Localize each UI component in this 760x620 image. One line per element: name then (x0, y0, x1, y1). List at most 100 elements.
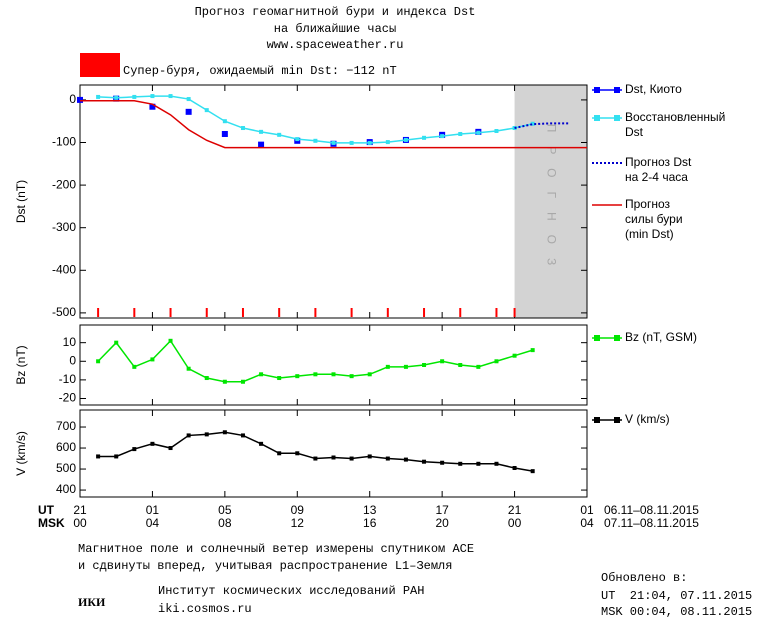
data-point (530, 348, 535, 353)
data-point (385, 140, 390, 145)
footer-note: Магнитное поле и солнечный ветер измерен… (78, 542, 474, 556)
data-point (114, 95, 119, 100)
data-point (185, 108, 192, 115)
data-point (222, 430, 227, 435)
data-point (259, 129, 264, 134)
data-point (458, 363, 463, 367)
data-point (204, 376, 209, 381)
banner-text: Супер-буря, ожидаемый min Dst: −112 nT (123, 64, 397, 78)
data-point (277, 451, 282, 456)
x-tick-label: 13 (363, 503, 377, 517)
data-point (186, 97, 191, 102)
x-tick-label: 17 (435, 503, 449, 517)
data-point (530, 121, 535, 126)
data-point (114, 454, 119, 459)
y-axis-label: Dst (nT) (14, 180, 28, 223)
legend-marker (614, 335, 620, 341)
title-line: на ближайшие часы (274, 22, 396, 36)
y-tick-label: 400 (56, 482, 76, 496)
legend-marker (594, 87, 600, 93)
x-tick-label: 12 (291, 516, 305, 530)
data-point (331, 140, 336, 145)
panel-frame (79, 84, 588, 319)
data-point (132, 447, 137, 452)
data-point (96, 454, 101, 459)
updated-msk: MSK 00:04, 08.11.2015 (601, 605, 752, 619)
data-point (331, 372, 336, 377)
data-point (222, 379, 227, 384)
data-point (512, 353, 517, 358)
data-point (277, 376, 282, 381)
data-point (440, 359, 445, 364)
y-tick-label: -400 (52, 262, 76, 276)
data-point (440, 460, 445, 465)
data-point (385, 456, 390, 461)
x-range-label: 07.11–08.11.2015 (604, 516, 699, 530)
data-point (385, 364, 390, 369)
x-tick-label: 20 (435, 516, 449, 530)
data-point (240, 379, 245, 384)
site: iki.cosmos.ru (158, 602, 252, 616)
x-tick-label: 00 (508, 516, 522, 530)
data-point (458, 131, 463, 136)
data-point (349, 374, 354, 379)
legend-marker (594, 335, 600, 341)
data-point (259, 441, 264, 446)
x-tick-label: 09 (291, 503, 305, 517)
data-point (132, 94, 137, 99)
x-tick-label: 21 (508, 503, 522, 517)
footer-note: и сдвинуты вперед, учитывая распростране… (78, 559, 452, 573)
y-tick-label: 600 (56, 440, 76, 454)
data-point (150, 94, 155, 99)
y-tick-label: 500 (56, 461, 76, 475)
legend-marker (614, 417, 620, 423)
y-axis-label: V (km/s) (14, 431, 28, 476)
legend-label: Прогноз Dst на 2-4 часа (625, 155, 692, 184)
legend-label: Прогноз силы бури (min Dst) (625, 197, 683, 241)
y-tick-label: 0 (69, 92, 76, 106)
data-point (476, 364, 481, 369)
x-axis-label: MSK (38, 516, 65, 530)
data-point (96, 359, 101, 364)
data-point (494, 129, 499, 134)
x-axis-label: UT (38, 503, 55, 517)
data-point (476, 130, 481, 135)
series-line (98, 431, 533, 472)
data-point (204, 432, 209, 437)
data-point (367, 140, 372, 145)
data-point (313, 372, 318, 377)
y-tick-label: -20 (59, 391, 77, 405)
data-point (221, 130, 228, 137)
title-line: Прогноз геомагнитной бури и индекса Dst (195, 5, 476, 19)
x-range-label: 06.11–08.11.2015 (604, 503, 699, 517)
data-point (96, 94, 101, 99)
data-point (295, 374, 300, 379)
legend-marker (594, 115, 600, 121)
y-tick-label: 10 (63, 335, 77, 349)
forecast-label: ПРОГНОЗ (545, 124, 559, 279)
x-tick-label: 01 (580, 503, 594, 517)
data-point (403, 137, 408, 142)
y-tick-label: -200 (52, 177, 76, 191)
legend-label: Bz (nT, GSM) (625, 330, 698, 344)
data-point (494, 461, 499, 466)
legend-label: Dst, Киото (625, 82, 682, 96)
data-point (403, 457, 408, 462)
y-tick-label: -300 (52, 220, 76, 234)
series-line (98, 95, 533, 144)
data-point (476, 461, 481, 466)
data-point (204, 108, 209, 113)
data-point (494, 359, 499, 364)
data-point (77, 96, 83, 103)
y-tick-label: -500 (52, 305, 76, 319)
data-point (422, 135, 427, 140)
data-point (240, 433, 245, 438)
updated-ut: UT 21:04, 07.11.2015 (601, 589, 752, 603)
data-point (295, 137, 300, 142)
data-point (458, 461, 463, 466)
data-point (295, 451, 300, 456)
data-point (150, 357, 155, 362)
data-point (150, 441, 155, 446)
